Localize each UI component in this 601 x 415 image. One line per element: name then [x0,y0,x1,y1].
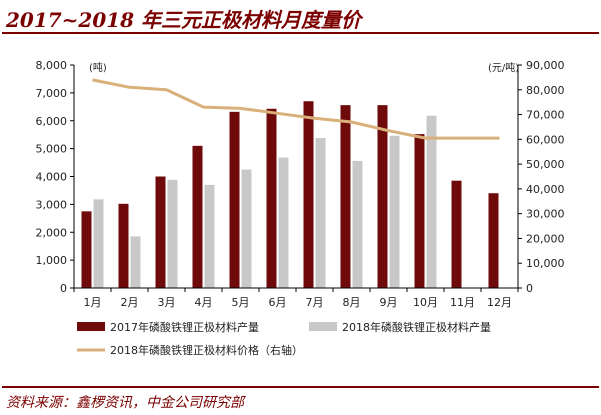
left-tick-label: 5,000 [36,143,68,156]
x-tick-label: 3月 [158,296,176,309]
right-axis-unit: (元/吨) [488,61,519,74]
right-tick-label: 10,000 [526,257,565,270]
bar-2018 [278,157,289,288]
bar-2017 [192,145,203,288]
source-note: 资料来源：鑫椤资讯，中金公司研究部 [6,395,244,411]
x-tick-label: 6月 [269,296,287,309]
bar-2017 [340,105,351,288]
left-tick-label: 1,000 [36,254,68,267]
bar-2018 [352,160,363,288]
bars [81,101,499,288]
x-tick-label: 7月 [306,296,324,309]
left-tick-label: 3,000 [36,198,68,211]
left-tick-label: 4,000 [36,171,68,184]
price-line [92,78,500,140]
right-tick-label: 60,000 [526,133,565,146]
left-axis: 0 1,000 2,000 3,000 4,000 5,000 6,000 7,000 8,00… [36,59,107,295]
x-tick-label: 2月 [121,296,139,309]
title-divider [2,32,599,34]
legend-label-price: 2018年磷酸铁锂正极材料价格（右轴） [110,343,303,357]
left-tick-label: 8,000 [36,59,68,72]
bar-2018 [93,199,104,288]
right-tick-label: 40,000 [526,183,565,196]
bar-2018 [389,135,400,288]
right-axis: 0 10,000 20,000 30,000 40,000 50,000 60,000 70,… [488,59,565,295]
x-tick-label: 11月 [450,296,475,309]
right-tick-label: 30,000 [526,208,565,221]
x-tick-label: 9月 [380,296,398,309]
bar-2017 [266,108,277,288]
bar-2017 [118,203,129,288]
bar-2017 [81,211,92,288]
right-tick-label: 90,000 [526,59,565,72]
x-tick-label: 12月 [487,296,512,309]
x-tick-label: 8月 [343,296,361,309]
bar-2018 [204,184,215,288]
bar-2018 [241,169,252,288]
right-tick-label: 80,000 [526,84,565,97]
left-tick-label: 0 [60,282,67,295]
bar-2017 [451,180,462,288]
x-tick-label: 10月 [413,296,438,309]
right-tick-label: 20,000 [526,232,565,245]
legend-swatch-2017 [77,322,105,331]
x-tick-label: 1月 [84,296,102,309]
left-axis-unit: (吨) [89,61,107,74]
left-tick-label: 2,000 [36,226,68,239]
x-tick-label: 5月 [232,296,250,309]
right-tick-label: 0 [526,282,533,295]
legend-swatch-2018 [309,322,337,331]
left-tick-label: 6,000 [36,115,68,128]
bar-2017 [229,111,240,288]
x-axis: 1月 2月 3月 4月 5月 6月 7月 8月 9月 10月 11月 12月 [73,287,519,309]
bar-2017 [377,105,388,288]
right-tick-label: 70,000 [526,109,565,122]
bar-2017 [155,176,166,288]
legend-label-2017: 2017年磷酸铁锂正极材料产量 [110,320,259,334]
bar-2018 [167,179,178,288]
price-line-group [92,78,500,140]
left-tick-label: 7,000 [36,87,68,100]
bar-2018 [426,115,437,288]
bar-2017 [303,101,314,288]
bar-2018 [315,138,326,288]
right-tick-label: 50,000 [526,158,565,171]
bar-2017 [488,193,499,288]
legend-label-2018: 2018年磷酸铁锂正极材料产量 [342,320,491,334]
footer-divider [2,386,599,388]
page-title: 2017~2018 年三元正极材料月度量价 [6,8,362,32]
x-tick-label: 4月 [195,296,213,309]
bar-2017 [414,134,425,288]
bar-2018 [130,236,141,288]
legend: 2017年磷酸铁锂正极材料产量 2018年磷酸铁锂正极材料产量 2018年磷酸铁锂正… [77,320,491,357]
